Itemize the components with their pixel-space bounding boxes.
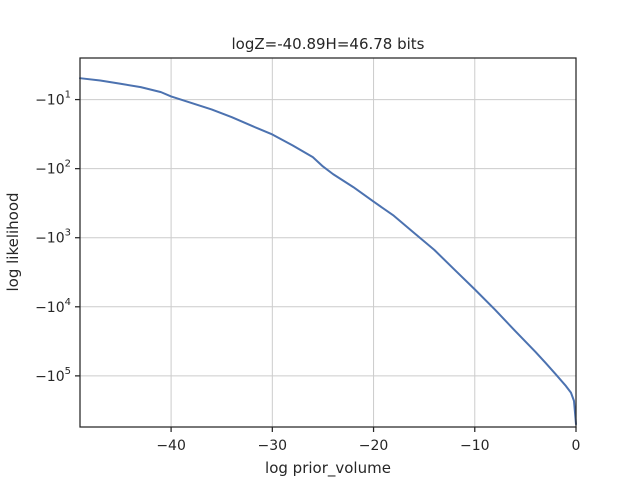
x-axis-ticks: −40 −30 −20 −10 0 [156, 427, 580, 454]
chart-title: logZ=-40.89H=46.78 bits [231, 35, 424, 53]
x-axis-label: log prior_volume [265, 459, 391, 478]
x-tick-label: −20 [359, 438, 389, 454]
x-tick-label: −40 [156, 438, 186, 454]
x-tick-label: 0 [572, 438, 581, 454]
y-axis-label: log likelihood [4, 192, 22, 291]
y-tick-label: −104 [35, 297, 71, 316]
y-tick-label: −101 [35, 90, 71, 109]
plot-frame [79, 57, 577, 428]
y-tick-label: −103 [35, 228, 71, 247]
y-tick-label: −105 [35, 366, 71, 385]
x-tick-label: −10 [460, 438, 490, 454]
series-line [79, 77, 577, 426]
y-tick-label: −102 [35, 159, 71, 178]
y-axis-ticks: −101 −102 −103 −104 −105 [35, 90, 80, 385]
series-layer [79, 77, 577, 426]
x-tick-label: −30 [258, 438, 288, 454]
